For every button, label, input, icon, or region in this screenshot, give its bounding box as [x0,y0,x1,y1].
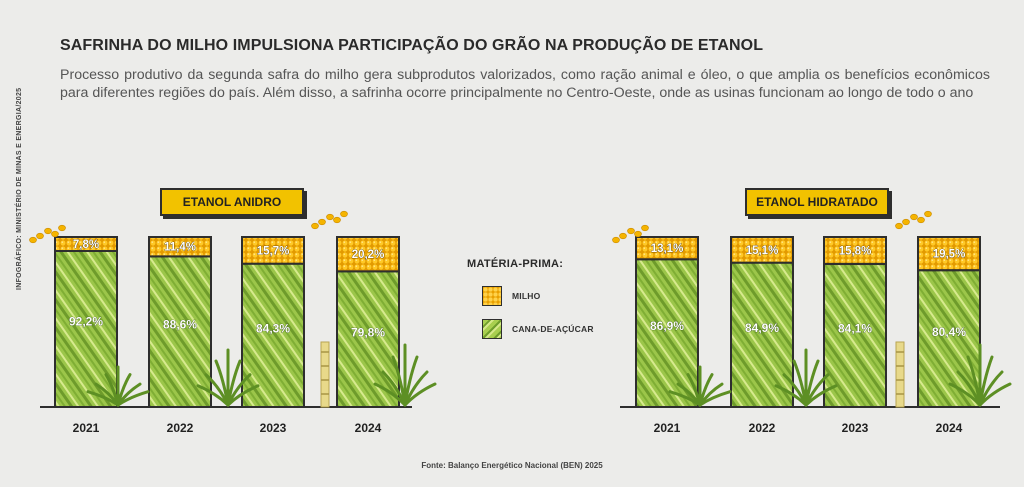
data-label-etanol-anidro-cana-2023: 84,3% [256,321,290,335]
sugarcane-plant-icon [948,343,1012,407]
cana-swatch [482,319,502,339]
milho-swatch [482,286,502,306]
sugarcane-plant-icon [86,365,150,407]
corn-kernels-icon [311,210,348,230]
bar-etanol-anidro-milho-2022 [148,236,212,258]
bar-etanol-anidro-milho-2023 [241,236,305,265]
sugarcane-plant-icon [668,365,732,407]
corn-kernels-icon [895,210,932,230]
source-note: Fonte: Balanço Energético Nacional (BEN)… [421,461,603,470]
bar-etanol-hidratado-milho-2022 [730,236,794,264]
tick-label-etanol-hidratado-2024: 2024 [936,421,963,435]
tick-label-etanol-anidro-2024: 2024 [355,421,382,435]
data-label-etanol-anidro-cana-2021: 92,2% [69,314,103,328]
data-label-etanol-hidratado-milho-2021: 13,1% [651,243,684,255]
data-label-etanol-anidro-milho-2023: 15,7% [257,245,290,257]
legend-item-cana: CANA-DE-AÇÚCAR [482,319,594,339]
legend-label-milho: MILHO [512,291,541,301]
bar-etanol-hidratado-cana-2022 [730,261,794,409]
sugarcane-stalk-icon [895,341,905,408]
page-subtitle: Processo produtivo da segunda safra do m… [60,67,990,101]
data-label-etanol-hidratado-milho-2024: 19,5% [933,249,966,261]
bar-etanol-hidratado-cana-2021 [635,258,699,408]
bar-etanol-hidratado-milho-2023 [823,236,887,265]
legend-title: MATÉRIA-PRIMA: [467,258,564,270]
bar-etanol-hidratado-milho-2021 [635,236,699,261]
bar-etanol-anidro-cana-2022 [148,255,212,408]
corn-plant-icon [774,348,838,407]
corn-kernels-icon [612,224,649,244]
data-label-etanol-hidratado-cana-2021: 86,9% [650,319,684,333]
page-title: SAFRINHA DO MILHO IMPULSIONA PARTICIPAÇÃ… [60,37,764,54]
data-label-etanol-hidratado-milho-2023: 15,8% [839,245,872,257]
tick-label-etanol-hidratado-2022: 2022 [749,421,776,435]
data-label-etanol-anidro-milho-2024: 20,2% [352,249,385,261]
legend-item-milho: MILHO [482,286,540,306]
bar-etanol-anidro-milho-2024 [336,236,400,273]
data-label-etanol-hidratado-cana-2023: 84,1% [838,322,872,336]
tick-label-etanol-hidratado-2023: 2023 [842,421,869,435]
sugarcane-plant-icon [373,343,437,407]
data-label-etanol-anidro-milho-2022: 11,4% [164,242,196,254]
bar-etanol-hidratado-milho-2024 [917,236,981,272]
tick-label-etanol-anidro-2021: 2021 [73,421,100,435]
bar-etanol-anidro-cana-2021 [54,249,118,408]
corn-plant-icon [196,348,260,407]
tick-label-etanol-anidro-2022: 2022 [167,421,194,435]
chart-title-etanol-hidratado: ETANOL HIDRATADO [745,188,889,216]
legend-label-cana: CANA-DE-AÇÚCAR [512,324,594,334]
bar-etanol-anidro-milho-2021 [54,236,118,252]
data-label-etanol-anidro-cana-2024: 79,8% [351,325,385,339]
data-label-etanol-hidratado-cana-2024: 80,4% [932,325,966,339]
tick-label-etanol-anidro-2023: 2023 [260,421,287,435]
chart-title-etanol-anidro: ETANOL ANIDRO [160,188,304,216]
data-label-etanol-hidratado-milho-2022: 15,1% [746,245,779,257]
corn-kernels-icon [29,224,66,244]
tick-label-etanol-hidratado-2021: 2021 [654,421,681,435]
bar-etanol-hidratado-cana-2023 [823,263,887,408]
data-label-etanol-anidro-milho-2021: 7,8% [73,239,99,251]
data-label-etanol-anidro-cana-2022: 88,6% [163,318,197,332]
data-label-etanol-hidratado-cana-2022: 84,9% [745,321,779,335]
sugarcane-stalk-icon [320,341,330,408]
bar-etanol-anidro-cana-2024 [336,270,400,408]
